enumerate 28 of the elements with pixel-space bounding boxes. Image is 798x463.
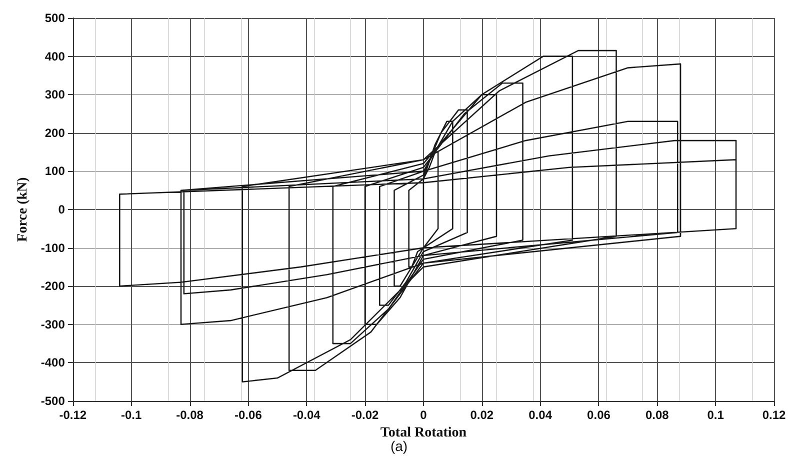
x-tick-label: -0.04 [292,408,321,422]
x-tick-label: 0.04 [528,408,552,422]
x-tick-label: 0.1 [707,408,724,422]
y-tick-label: 500 [44,11,66,25]
y-tick-label: -400 [40,356,66,370]
y-tick-label: 100 [44,164,66,178]
y-tick-label: -300 [40,317,66,332]
y-tick-label: 400 [44,49,66,64]
y-tick-label: -500 [40,394,66,408]
x-tick-label: -0.08 [176,408,204,422]
y-tick-label: 300 [44,88,66,102]
text: (a) [390,438,408,454]
x-tick-label: -0.1 [120,408,142,422]
x-tick-label: 0.08 [645,408,670,422]
y-tick-label: -100 [40,240,66,255]
x-tick-label: -0.06 [234,408,262,422]
y-tick-label: 200 [44,126,66,140]
x-tick-label: 0 [420,408,428,422]
x-tick-label: 0.12 [762,408,786,422]
y-tick-label: -200 [40,279,66,294]
x-tick-label: 0.06 [587,408,611,422]
x-tick-label: -0.02 [351,408,380,422]
y-tick-label: 0 [58,202,66,216]
x-tick-label: -0.12 [59,408,87,422]
x-axis-title: Total Rotation [380,425,467,440]
y-axis-title: Force (kN) [16,176,30,242]
line-series [119,50,737,382]
x-tick-label: 0.02 [470,408,494,422]
